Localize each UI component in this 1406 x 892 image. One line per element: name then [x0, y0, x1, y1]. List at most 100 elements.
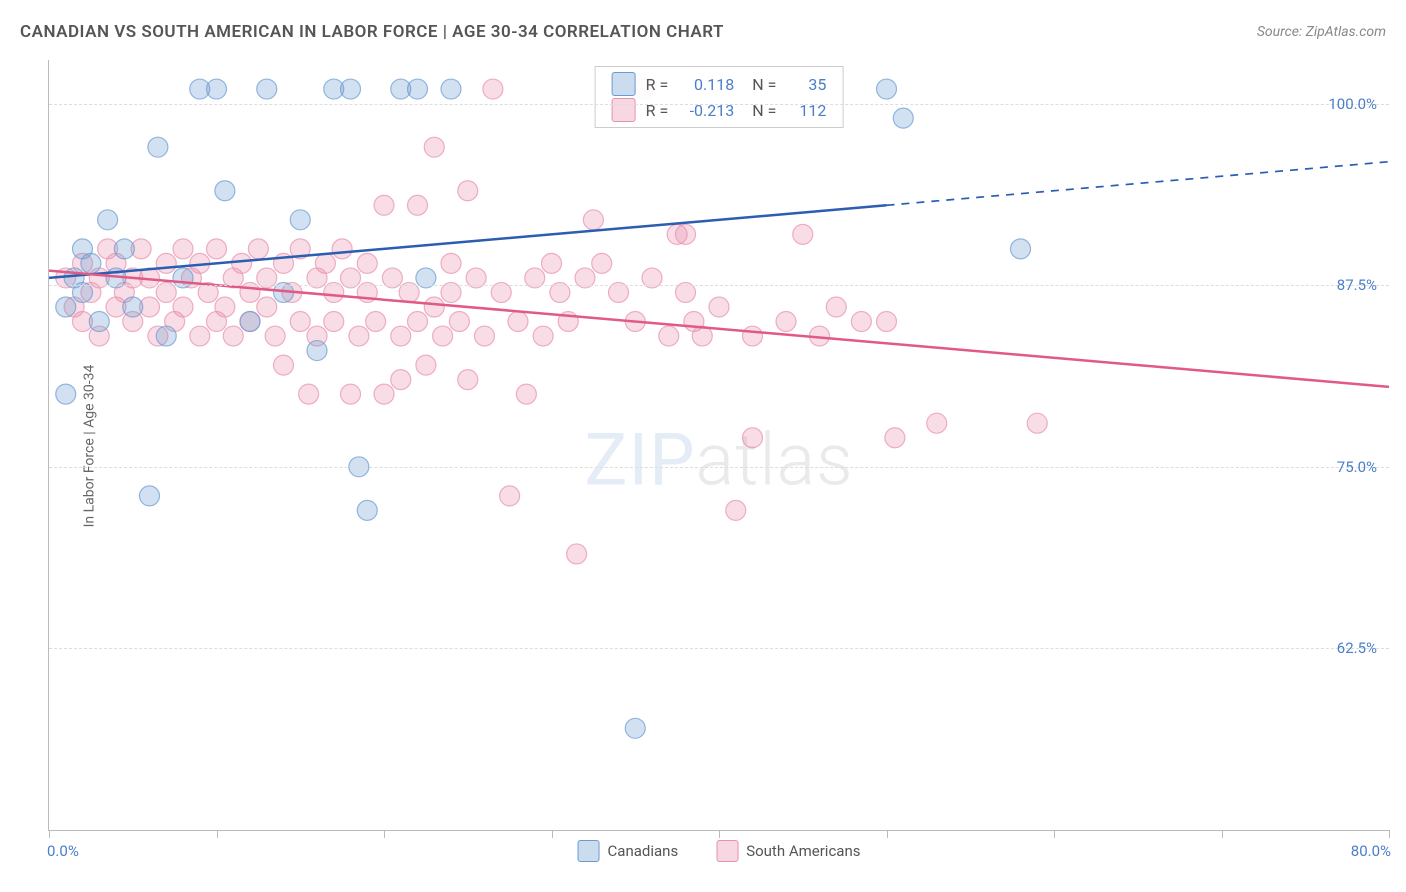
x-origin-label: 0.0%: [47, 842, 79, 860]
plot-svg: [49, 60, 1389, 830]
scatter-point: [441, 253, 461, 273]
scatter-point: [567, 544, 587, 564]
scatter-point: [1011, 239, 1031, 259]
scatter-point: [98, 210, 118, 230]
scatter-point: [516, 384, 536, 404]
scatter-point: [458, 370, 478, 390]
scatter-point: [391, 326, 411, 346]
scatter-point: [851, 312, 871, 332]
scatter-point: [290, 210, 310, 230]
xtick: [1389, 830, 1390, 838]
scatter-point: [1027, 413, 1047, 433]
gridline-h: [49, 648, 1389, 649]
scatter-point: [257, 79, 277, 99]
scatter-point: [332, 239, 352, 259]
scatter-point: [341, 384, 361, 404]
scatter-point: [391, 370, 411, 390]
legend-item-canadians: Canadians: [578, 840, 679, 862]
xtick: [1054, 830, 1055, 838]
scatter-point: [207, 79, 227, 99]
gridline-h: [49, 285, 1389, 286]
scatter-point: [475, 326, 495, 346]
stats-row-canadians: R = 0.118 N = 35: [612, 71, 827, 97]
n-value-canadians: 35: [786, 75, 826, 94]
legend-label-south-americans: South Americans: [746, 842, 860, 860]
scatter-point: [140, 486, 160, 506]
scatter-point: [826, 297, 846, 317]
scatter-point: [893, 108, 913, 128]
scatter-point: [743, 428, 763, 448]
scatter-point: [508, 312, 528, 332]
scatter-point: [148, 137, 168, 157]
scatter-point: [542, 253, 562, 273]
scatter-point: [366, 312, 386, 332]
scatter-point: [743, 326, 763, 346]
chart-title: CANADIAN VS SOUTH AMERICAN IN LABOR FORC…: [20, 22, 724, 42]
scatter-point: [408, 79, 428, 99]
scatter-point: [114, 239, 134, 259]
stats-box: R = 0.118 N = 35 R = -0.213 N = 112: [595, 66, 844, 128]
scatter-point: [709, 297, 729, 317]
x-max-label: 80.0%: [1351, 842, 1391, 860]
scatter-point: [215, 297, 235, 317]
n-label: N =: [752, 75, 776, 94]
xtick: [887, 830, 888, 838]
scatter-point: [274, 355, 294, 375]
xtick: [217, 830, 218, 838]
scatter-point: [483, 79, 503, 99]
scatter-point: [416, 355, 436, 375]
scatter-point: [374, 195, 394, 215]
scatter-point: [374, 384, 394, 404]
legend-swatch-south-americans: [716, 840, 738, 862]
xtick: [384, 830, 385, 838]
scatter-point: [215, 181, 235, 201]
scatter-point: [877, 312, 897, 332]
scatter-point: [299, 384, 319, 404]
scatter-point: [877, 79, 897, 99]
scatter-point: [324, 312, 344, 332]
xtick: [719, 830, 720, 838]
scatter-point: [424, 137, 444, 157]
trend-line-extrapolated: [887, 162, 1390, 206]
title-bar: CANADIAN VS SOUTH AMERICAN IN LABOR FORC…: [20, 18, 1386, 46]
scatter-point: [290, 312, 310, 332]
source-label: Source: ZipAtlas.com: [1257, 24, 1386, 40]
scatter-point: [265, 326, 285, 346]
scatter-point: [625, 718, 645, 738]
scatter-point: [156, 326, 176, 346]
scatter-point: [357, 500, 377, 520]
scatter-point: [207, 239, 227, 259]
r-value-canadians: 0.118: [678, 75, 734, 94]
scatter-point: [341, 79, 361, 99]
stats-row-south-americans: R = -0.213 N = 112: [612, 97, 827, 123]
scatter-point: [123, 297, 143, 317]
scatter-point: [357, 253, 377, 273]
scatter-point: [776, 312, 796, 332]
scatter-point: [315, 253, 335, 273]
scatter-point: [458, 181, 478, 201]
xtick: [1222, 830, 1223, 838]
scatter-point: [726, 500, 746, 520]
gridline-h: [49, 104, 1389, 105]
scatter-point: [89, 312, 109, 332]
scatter-point: [449, 312, 469, 332]
scatter-point: [583, 210, 603, 230]
scatter-point: [533, 326, 553, 346]
ytick-label: 62.5%: [1337, 639, 1377, 657]
gridline-h: [49, 467, 1389, 468]
swatch-canadians: [612, 72, 636, 96]
legend-label-canadians: Canadians: [608, 842, 679, 860]
scatter-point: [659, 326, 679, 346]
scatter-point: [885, 428, 905, 448]
legend-swatch-canadians: [578, 840, 600, 862]
scatter-point: [433, 326, 453, 346]
scatter-point: [81, 253, 101, 273]
bottom-legend: Canadians South Americans: [578, 840, 861, 862]
swatch-south-americans: [612, 98, 636, 122]
scatter-point: [156, 253, 176, 273]
scatter-point: [927, 413, 947, 433]
scatter-point: [424, 297, 444, 317]
ytick-label: 75.0%: [1337, 458, 1377, 476]
scatter-point: [592, 253, 612, 273]
ytick-label: 87.5%: [1337, 276, 1377, 294]
